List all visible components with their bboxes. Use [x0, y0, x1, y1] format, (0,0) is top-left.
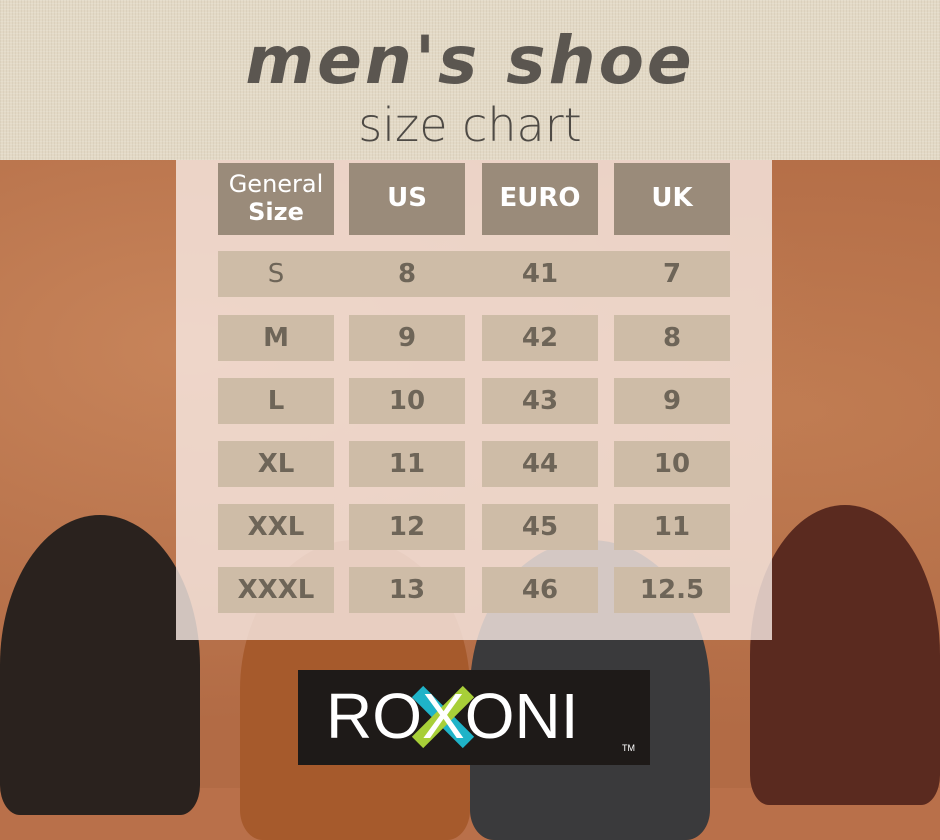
table-cell: 10 — [614, 441, 730, 487]
table-cell: 42 — [482, 315, 598, 361]
table-cell: 8 — [614, 315, 730, 361]
table-cell: 9 — [614, 378, 730, 424]
table-cell: M — [218, 315, 334, 361]
page-subtitle: size chart — [358, 98, 582, 152]
table-cell: S — [267, 259, 285, 289]
logo-trademark: TM — [622, 743, 635, 753]
title-banner: men's shoe size chart — [0, 0, 940, 160]
logo-text: ROXONI — [326, 680, 579, 752]
logo-x-icon — [411, 685, 475, 749]
table-cell: 41 — [521, 259, 559, 289]
column-header: US — [349, 163, 465, 235]
table-cell: 12.5 — [614, 567, 730, 613]
table-cell: 46 — [482, 567, 598, 613]
table-cell: 7 — [662, 259, 682, 289]
table-cell: 9 — [349, 315, 465, 361]
table-cell: 45 — [482, 504, 598, 550]
table-row-bar — [218, 251, 730, 297]
table-cell: 43 — [482, 378, 598, 424]
table-cell: XXL — [218, 504, 334, 550]
column-header-label: UK — [651, 183, 693, 214]
column-header-label: General — [228, 170, 324, 199]
table-cell: 8 — [397, 259, 417, 289]
table-cell: 10 — [349, 378, 465, 424]
table-cell: 11 — [614, 504, 730, 550]
table-cell: L — [218, 378, 334, 424]
column-header: UK — [614, 163, 730, 235]
table-cell: XL — [218, 441, 334, 487]
table-cell: 44 — [482, 441, 598, 487]
table-cell: 13 — [349, 567, 465, 613]
table-cell: 11 — [349, 441, 465, 487]
column-header: EURO — [482, 163, 598, 235]
shoe-brown-right — [750, 505, 940, 805]
column-header-label: US — [387, 183, 427, 214]
column-header: General Size — [218, 163, 334, 235]
roxoni-logo: ROXONI TM — [298, 670, 650, 765]
shoe-dark-left — [0, 515, 200, 815]
table-cell: 12 — [349, 504, 465, 550]
table-cell: XXXL — [218, 567, 334, 613]
column-header-label: EURO — [499, 183, 581, 214]
page-title: men's shoe — [245, 22, 695, 99]
column-header-label: Size — [248, 198, 304, 226]
